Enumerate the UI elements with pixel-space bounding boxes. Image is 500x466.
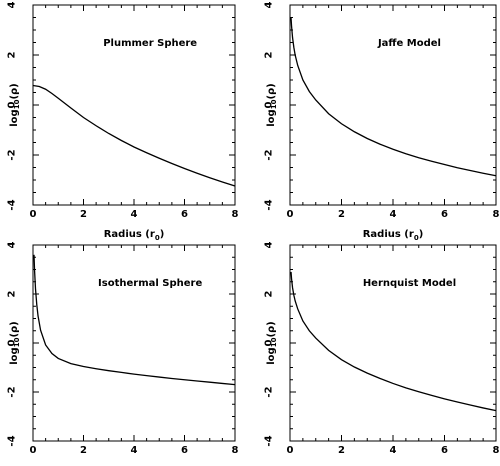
x-tick-label: 4 bbox=[390, 445, 397, 456]
panel-title: Hernquist Model bbox=[363, 278, 456, 289]
series-line-0 bbox=[33, 254, 236, 386]
x-tick-label: 2 bbox=[338, 209, 345, 220]
y-tick-label: -2 bbox=[7, 386, 18, 397]
panel-1: 0 2 4 6 8 -4 -2 0 2 4 log10(ρ) Radius (r0) Jaffe Mod… bbox=[264, 1, 500, 242]
y-tick-label: -4 bbox=[7, 435, 18, 446]
x-tick-label: 0 bbox=[30, 209, 37, 220]
panel-title: Isothermal Sphere bbox=[98, 278, 202, 289]
plot-frame bbox=[32, 244, 236, 442]
x-tick-label: 2 bbox=[80, 209, 87, 220]
y-tick-label: 0 bbox=[264, 339, 275, 346]
y-tick-label: 4 bbox=[264, 1, 275, 8]
y-tick-label: -4 bbox=[7, 199, 18, 210]
y-tick-label: 0 bbox=[264, 101, 275, 108]
panel-title: Plummer Sphere bbox=[103, 38, 197, 49]
series-line-0 bbox=[290, 17, 497, 177]
y-tick-label: 4 bbox=[264, 241, 275, 248]
panel-title: Jaffe Model bbox=[377, 38, 441, 49]
plot-frame bbox=[32, 4, 236, 206]
y-tick-label: 4 bbox=[7, 1, 18, 8]
y-axis-label: log10(ρ) bbox=[9, 321, 22, 365]
y-axis-label: log10(ρ) bbox=[266, 83, 279, 127]
x-tick-label: 6 bbox=[181, 209, 188, 220]
y-tick-label: -2 bbox=[264, 149, 275, 160]
y-tick-label: 2 bbox=[264, 290, 275, 297]
y-tick-label: 2 bbox=[264, 51, 275, 58]
y-axis-label: log10(ρ) bbox=[266, 321, 279, 365]
x-axis-label: Radius (r0) bbox=[363, 229, 424, 242]
x-tick-label: 0 bbox=[287, 209, 294, 220]
series-line-0 bbox=[32, 84, 236, 187]
x-tick-label: 6 bbox=[181, 445, 188, 456]
y-tick-label: -2 bbox=[7, 149, 18, 160]
x-tick-label: 8 bbox=[232, 209, 239, 220]
x-tick-label: 8 bbox=[232, 445, 239, 456]
y-tick-label: 0 bbox=[7, 339, 18, 346]
x-tick-label: 4 bbox=[390, 209, 397, 220]
y-tick-label: 0 bbox=[7, 101, 18, 108]
panel-2: 0 2 4 6 8 -4 -2 0 2 4 log10(ρ) Isothermal Sphere bbox=[7, 241, 239, 456]
x-axis-label: Radius (r0) bbox=[104, 229, 165, 242]
x-tick-label: 0 bbox=[30, 445, 37, 456]
y-tick-label: -4 bbox=[264, 199, 275, 210]
x-tick-label: 6 bbox=[441, 209, 448, 220]
panel-3: 0 2 4 6 8 -4 -2 0 2 4 log10(ρ) Hernquist Model bbox=[264, 241, 500, 456]
y-tick-label: -2 bbox=[264, 386, 275, 397]
y-tick-label: 2 bbox=[7, 290, 18, 297]
x-tick-label: 8 bbox=[493, 209, 500, 220]
y-tick-label: -4 bbox=[264, 435, 275, 446]
y-tick-label: 2 bbox=[7, 51, 18, 58]
panel-0: 0 2 4 6 8 -4 -2 0 2 4 log10(ρ) Radius (r0) Plummer S… bbox=[7, 1, 239, 242]
y-tick-label: 4 bbox=[7, 241, 18, 248]
series-line-0 bbox=[290, 271, 497, 412]
x-tick-label: 4 bbox=[131, 209, 138, 220]
x-tick-label: 2 bbox=[338, 445, 345, 456]
x-tick-label: 8 bbox=[493, 445, 500, 456]
x-tick-label: 6 bbox=[441, 445, 448, 456]
y-axis-label: log10(ρ) bbox=[9, 83, 22, 127]
x-tick-label: 2 bbox=[80, 445, 87, 456]
x-tick-label: 4 bbox=[131, 445, 138, 456]
x-tick-label: 0 bbox=[287, 445, 294, 456]
